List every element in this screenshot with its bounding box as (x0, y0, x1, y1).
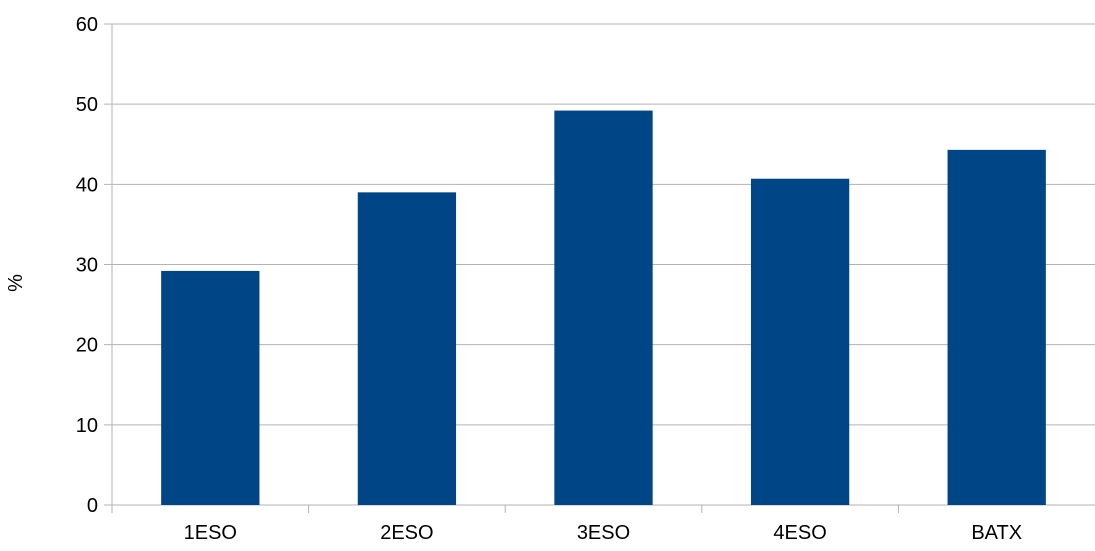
bars (161, 110, 1046, 505)
x-tick-label: 3ESO (577, 522, 630, 544)
y-tick-label: 50 (76, 94, 98, 116)
y-tick-label: 40 (76, 174, 98, 196)
bar-3eso (554, 110, 653, 505)
y-tick-label: 0 (87, 495, 98, 517)
y-tick-labels: 0 10 20 30 40 50 60 (76, 14, 98, 517)
bar-batx (947, 149, 1046, 505)
x-tick-label: 1ESO (184, 522, 237, 544)
bar-4eso (750, 178, 850, 505)
bar-1eso (161, 270, 260, 505)
y-tick-label: 30 (76, 255, 98, 277)
axes (111, 24, 899, 513)
bar-2eso (357, 192, 457, 505)
y-tick-label: 10 (76, 415, 98, 437)
y-axis-label: % (5, 274, 27, 292)
x-tick-labels: 1ESO 2ESO 3ESO 4ESO BATX (184, 522, 1022, 544)
y-tick-label: 20 (76, 335, 98, 357)
y-tick-label: 60 (76, 14, 98, 36)
x-tick-label: 4ESO (773, 522, 826, 544)
x-tick-label: BATX (971, 522, 1022, 544)
x-tick-label: 2ESO (380, 522, 433, 544)
